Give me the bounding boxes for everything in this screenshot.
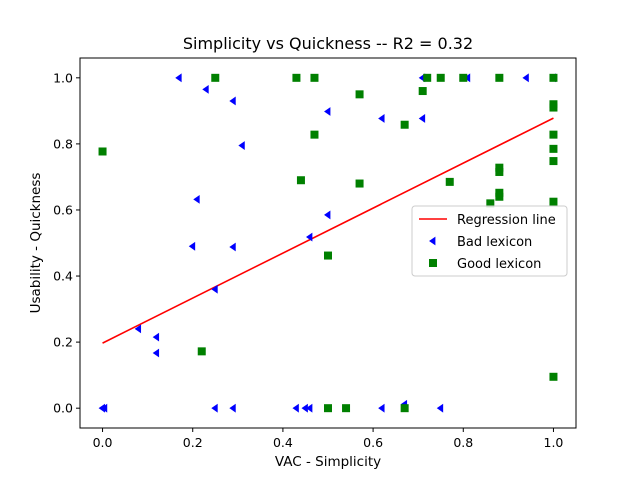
y-tick-label: 0.2: [53, 335, 73, 350]
y-tick-label: 0.6: [53, 202, 73, 217]
good-lexicon-point: [423, 73, 432, 82]
chart-title: Simplicity vs Quickness -- R2 = 0.32: [183, 34, 473, 53]
good-lexicon-point: [549, 73, 558, 82]
legend-good-lexicon-marker: [429, 259, 437, 267]
bad-lexicon-point: [378, 403, 385, 413]
bad-lexicon-point: [152, 332, 160, 342]
good-lexicon-point: [310, 73, 319, 82]
x-tick-label: 0.4: [273, 435, 293, 450]
good-lexicon-point: [486, 199, 495, 208]
bad-lexicon-point: [211, 284, 218, 294]
bad-lexicon-point: [292, 403, 299, 413]
bad-lexicon-point: [418, 114, 426, 123]
good-lexicon-point: [355, 90, 364, 99]
x-tick-label: 0.6: [363, 435, 383, 450]
good-lexicon-point: [549, 197, 558, 206]
bad-lexicon-point: [229, 403, 236, 413]
good-lexicon-point: [495, 167, 504, 176]
x-tick-label: 0.0: [93, 435, 113, 450]
good-lexicon-point: [355, 179, 364, 188]
legend-bad-lexicon-swatch: [429, 236, 436, 246]
x-tick-label: 0.8: [453, 435, 473, 450]
bad-lexicon-point: [522, 73, 529, 83]
good-lexicon-point: [549, 103, 558, 112]
bad-lexicon-point: [324, 107, 331, 116]
bad-lexicon-point: [436, 403, 444, 413]
bad-lexicon-point: [301, 403, 308, 413]
legend-bad-lexicon-label: Bad lexicon: [457, 235, 532, 250]
legend: Regression line Bad lexicon Good lexicon: [411, 205, 568, 277]
bad-lexicon-point: [306, 232, 313, 242]
x-tick-label: 1.0: [544, 435, 564, 450]
good-lexicon-point: [445, 177, 454, 186]
bad-lexicon-point: [202, 84, 209, 94]
legend-regression-label: Regression line: [457, 213, 556, 228]
good-lexicon-point: [197, 347, 206, 356]
y-tick-label: 0.0: [53, 401, 73, 416]
y-tick-label: 0.4: [53, 269, 73, 284]
x-axis-ticks: 0.0 0.2 0.4 0.6 0.8 1.0: [93, 428, 564, 450]
legend-box: [411, 205, 568, 277]
bad-lexicon-point: [134, 324, 142, 334]
good-lexicon-point: [310, 130, 319, 139]
good-lexicon-point: [400, 404, 409, 413]
y-axis-ticks: 0.0 0.2 0.4 0.6 0.8 1.0: [53, 70, 80, 416]
x-tick-label: 0.2: [183, 435, 203, 450]
good-lexicon-point: [495, 192, 504, 201]
good-lexicon-point: [296, 176, 305, 185]
regression-line: [102, 117, 554, 344]
plot-marks: [98, 73, 558, 413]
y-tick-label: 0.8: [53, 136, 73, 151]
bad-lexicon-point: [175, 73, 182, 83]
good-lexicon-point: [400, 120, 409, 129]
bad-lexicon-point: [193, 194, 200, 204]
good-lexicon-point: [459, 73, 468, 82]
legend-good-lexicon-swatch: [429, 259, 437, 267]
bad-lexicon-point: [378, 114, 385, 123]
bad-lexicon-point: [306, 403, 313, 413]
bad-lexicon-point: [100, 403, 108, 413]
bad-lexicon-point: [229, 96, 236, 106]
y-tick-label: 1.0: [53, 70, 73, 85]
good-lexicon-point: [324, 404, 332, 413]
legend-good-lexicon-label: Good lexicon: [457, 257, 541, 272]
bad-lexicon-point: [211, 403, 218, 413]
good-lexicon-point: [292, 73, 301, 82]
good-lexicon-point: [342, 404, 351, 413]
plot-frame: [79, 57, 577, 429]
bad-lexicon-point: [324, 210, 331, 220]
good-lexicon-point: [418, 87, 427, 96]
bad-lexicon-point: [238, 141, 245, 150]
good-lexicon-point: [549, 144, 558, 153]
bad-lexicon-point: [229, 242, 236, 252]
bad-lexicon-point: [152, 348, 160, 358]
good-lexicon-point: [495, 73, 504, 82]
good-lexicon-point: [495, 163, 504, 172]
legend-bad-lexicon-marker: [429, 236, 436, 246]
bad-lexicon-point: [188, 241, 196, 251]
y-axis-label: Usability - Quickness: [28, 173, 44, 314]
good-lexicon-point: [549, 130, 558, 139]
good-lexicon-point: [549, 372, 558, 381]
good-lexicon-point: [324, 251, 332, 260]
good-lexicon-point: [98, 147, 107, 156]
x-axis-label: VAC - Simplicity: [275, 454, 381, 470]
good-lexicon-point: [549, 157, 558, 166]
good-lexicon-point: [211, 73, 220, 82]
good-lexicon-point: [436, 73, 445, 82]
